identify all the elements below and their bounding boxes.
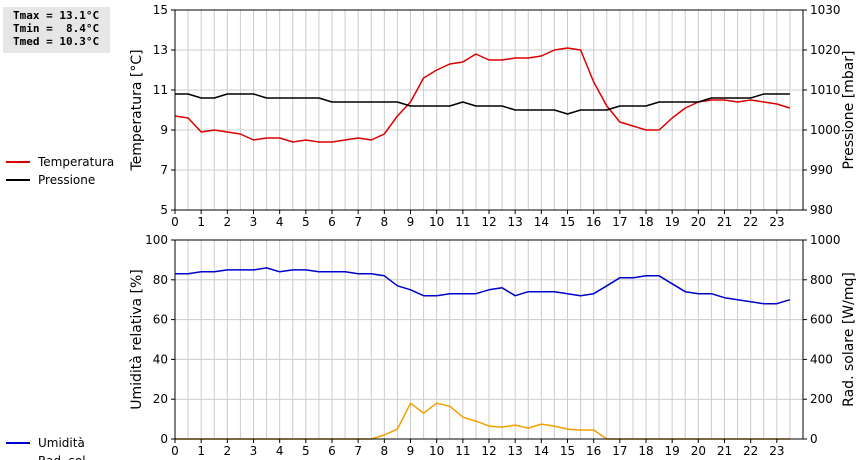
- panel1-y-axis-label: Temperatura [°C]: [129, 49, 145, 171]
- panel2-x-tick-label: 12: [481, 444, 496, 458]
- panel2-x-tick-label: 0: [171, 444, 179, 458]
- panel2-x-tick-label: 3: [250, 444, 258, 458]
- panel1-y-tick-label: 7: [160, 163, 168, 177]
- panel1-x-tick-label: 23: [769, 215, 784, 229]
- tmin-text: Tmin = 8.4°C: [13, 22, 100, 35]
- panel2-y2-tick-label: 800: [810, 273, 833, 287]
- panel2-rad-sol-line: [175, 402, 790, 440]
- panel2-x-tick-label: 13: [508, 444, 523, 458]
- panel2-x-tick-label: 4: [276, 444, 284, 458]
- panel1-x-tick-label: 2: [224, 215, 232, 229]
- panel2-x-tick-label: 10: [429, 444, 444, 458]
- panel1-x-tick-label: 10: [429, 215, 444, 229]
- panel1-x-tick-label: 19: [665, 215, 680, 229]
- panel1-x-tick-label: 11: [455, 215, 470, 229]
- panel2-x-tick-label: 18: [638, 444, 653, 458]
- panel2-x-tick-label: 16: [586, 444, 601, 458]
- panel2-y-tick-label: 20: [153, 392, 168, 406]
- panel1-y2-tick-label: 990: [810, 163, 833, 177]
- panel1-y-tick-label: 5: [160, 203, 168, 217]
- panel2-y2-axis-label: Rad. solare [W/mq]: [841, 272, 857, 407]
- panel1-y2-tick-label: 1020: [810, 43, 841, 57]
- panel1-x-tick-label: 3: [250, 215, 258, 229]
- panel1-x-tick-label: 8: [381, 215, 389, 229]
- panel2-x-tick-label: 6: [328, 444, 336, 458]
- panel1-y2-tick-label: 1010: [810, 83, 841, 97]
- panel2-x-tick-label: 11: [455, 444, 470, 458]
- panel2-y-tick-label: 100: [145, 233, 168, 247]
- panel2-x-tick-label: 14: [534, 444, 549, 458]
- panel2-x-tick-label: 15: [560, 444, 575, 458]
- panel1-x-tick-label: 16: [586, 215, 601, 229]
- panel1-y-tick-label: 11: [153, 83, 168, 97]
- panel1-legend-label-temperatura: Temperatura: [37, 155, 114, 169]
- panel1-y2-axis-label: Pressione [mbar]: [841, 50, 857, 169]
- tmax-text: Tmax = 13.1°C: [13, 9, 100, 22]
- panel2-x-tick-label: 22: [743, 444, 758, 458]
- panel2-x-tick-label: 21: [717, 444, 732, 458]
- panel1-x-tick-label: 0: [171, 215, 179, 229]
- panel2-x-tick-label: 23: [769, 444, 784, 458]
- panel1-y2-tick-label: 980: [810, 203, 833, 217]
- panel2-x-tick-label: 7: [354, 444, 362, 458]
- panel1-y2-tick-label: 1000: [810, 123, 841, 137]
- panel1-y-tick-label: 13: [153, 43, 168, 57]
- panel1-x-tick-label: 7: [354, 215, 362, 229]
- panel2-x-tick-label: 9: [407, 444, 415, 458]
- panel1-x-tick-label: 6: [328, 215, 336, 229]
- panel1-y-tick-label: 15: [153, 3, 168, 17]
- panel1-x-tick-label: 4: [276, 215, 284, 229]
- tmed-text: Tmed = 10.3°C: [13, 35, 100, 48]
- panel1-x-tick-label: 13: [508, 215, 523, 229]
- panel2-legend-label-umidit: Umidità: [38, 436, 85, 450]
- panel2-y-axis-label: Umidità relativa [%]: [129, 269, 145, 410]
- panel2-x-tick-label: 19: [665, 444, 680, 458]
- panel2-y2-tick-label: 0: [810, 432, 818, 446]
- panel2-y2-tick-label: 1000: [810, 233, 841, 247]
- panel1-x-tick-label: 9: [407, 215, 415, 229]
- panel2-y2-tick-label: 600: [810, 313, 833, 327]
- panel1-legend-label-pressione: Pressione: [38, 173, 95, 187]
- panel2-y2-tick-label: 400: [810, 352, 833, 366]
- panel1-temperatura-line: [174, 47, 791, 143]
- panel1-y2-tick-label: 1030: [810, 3, 841, 17]
- panel1-x-tick-label: 20: [691, 215, 706, 229]
- panel2-y2-tick-label: 200: [810, 392, 833, 406]
- panel2-x-tick-label: 17: [612, 444, 627, 458]
- panel2-y-tick-label: 60: [153, 313, 168, 327]
- panel2-x-tick-label: 2: [224, 444, 232, 458]
- panel1-pressione-line: [175, 93, 790, 115]
- panel2-y-tick-label: 0: [160, 432, 168, 446]
- panel2-x-tick-label: 1: [197, 444, 205, 458]
- panel1-x-tick-label: 12: [481, 215, 496, 229]
- panel2-x-tick-label: 20: [691, 444, 706, 458]
- panel1-x-tick-label: 15: [560, 215, 575, 229]
- panel1-x-tick-label: 1: [197, 215, 205, 229]
- stats-box: Tmax = 13.1°C Tmin = 8.4°C Tmed = 10.3°C: [3, 7, 110, 53]
- panel1-x-tick-label: 17: [612, 215, 627, 229]
- panel2-x-tick-label: 8: [381, 444, 389, 458]
- panel1-x-tick-label: 22: [743, 215, 758, 229]
- panel1-x-tick-label: 18: [638, 215, 653, 229]
- panel2-y-tick-label: 80: [153, 273, 168, 287]
- panel2-y-tick-label: 40: [153, 352, 168, 366]
- panel1-y-tick-label: 9: [160, 123, 168, 137]
- panel2-legend-label-rad-sol: Rad. sol.: [38, 454, 89, 460]
- panel1-x-tick-label: 14: [534, 215, 549, 229]
- panel1-x-tick-label: 21: [717, 215, 732, 229]
- panel1-x-tick-label: 5: [302, 215, 310, 229]
- panel2-umidit-line: [175, 267, 791, 305]
- panel2-x-tick-label: 5: [302, 444, 310, 458]
